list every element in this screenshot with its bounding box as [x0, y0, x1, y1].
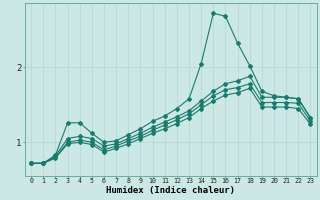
X-axis label: Humidex (Indice chaleur): Humidex (Indice chaleur) — [106, 186, 235, 195]
